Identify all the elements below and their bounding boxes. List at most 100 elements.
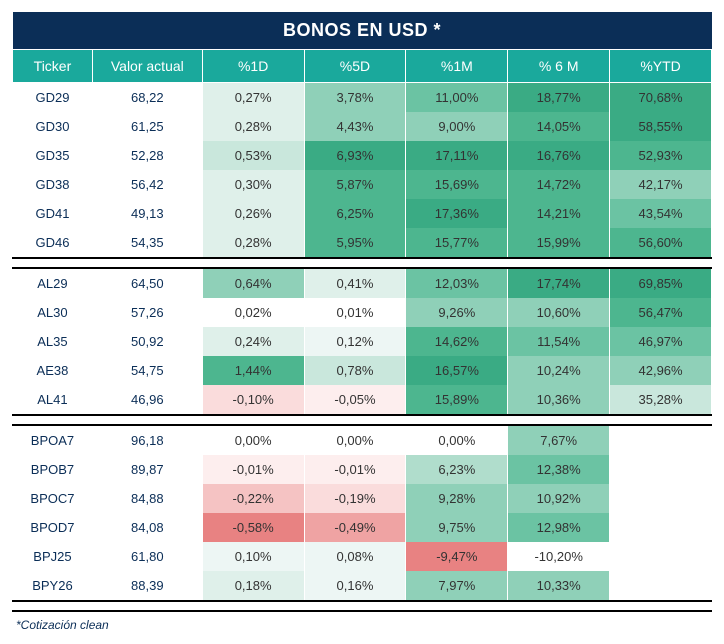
col-header-2: %1D (202, 50, 304, 83)
pct-cell: 10,36% (508, 385, 610, 415)
pct-cell: 10,92% (508, 484, 610, 513)
pct-cell: 0,01% (304, 298, 406, 327)
pct-cell: 0,18% (202, 571, 304, 601)
ticker-cell: AL41 (13, 385, 93, 415)
pct-cell: -0,05% (304, 385, 406, 415)
col-header-3: %5D (304, 50, 406, 83)
pct-cell: 9,00% (406, 112, 508, 141)
pct-cell: -0,49% (304, 513, 406, 542)
pct-cell: 3,78% (304, 83, 406, 113)
pct-cell: 0,08% (304, 542, 406, 571)
ticker-cell: AL30 (13, 298, 93, 327)
ticker-cell: AL35 (13, 327, 93, 356)
value-cell: 52,28 (92, 141, 202, 170)
ticker-cell: BPOC7 (13, 484, 93, 513)
value-cell: 46,96 (92, 385, 202, 415)
ticker-cell: AE38 (13, 356, 93, 385)
ticker-cell: BPJ25 (13, 542, 93, 571)
pct-cell: 0,00% (304, 425, 406, 455)
pct-cell: 0,12% (304, 327, 406, 356)
table-row: BPJ2561,800,10%0,08%-9,47%-10,20% (13, 542, 712, 571)
pct-cell: 9,28% (406, 484, 508, 513)
ticker-cell: GD38 (13, 170, 93, 199)
pct-cell: -9,47% (406, 542, 508, 571)
value-cell: 64,50 (92, 268, 202, 298)
pct-cell: 12,03% (406, 268, 508, 298)
pct-cell: 0,30% (202, 170, 304, 199)
pct-cell (610, 425, 712, 455)
pct-cell: 0,02% (202, 298, 304, 327)
value-cell: 56,42 (92, 170, 202, 199)
pct-cell: 0,00% (202, 425, 304, 455)
pct-cell: 15,77% (406, 228, 508, 258)
pct-cell: 14,72% (508, 170, 610, 199)
pct-cell (610, 484, 712, 513)
value-cell: 89,87 (92, 455, 202, 484)
table-row: BPOA796,180,00%0,00%0,00%7,67% (13, 425, 712, 455)
pct-cell (610, 455, 712, 484)
table-row: GD4654,350,28%5,95%15,77%15,99%56,60% (13, 228, 712, 258)
value-cell: 84,08 (92, 513, 202, 542)
ticker-cell: BPOB7 (13, 455, 93, 484)
table-row: AL3057,260,02%0,01%9,26%10,60%56,47% (13, 298, 712, 327)
value-cell: 54,35 (92, 228, 202, 258)
table-row: GD3061,250,28%4,43%9,00%14,05%58,55% (13, 112, 712, 141)
pct-cell: 10,33% (508, 571, 610, 601)
pct-cell: 35,28% (610, 385, 712, 415)
table-row: AL2964,500,64%0,41%12,03%17,74%69,85% (13, 268, 712, 298)
ticker-cell: GD29 (13, 83, 93, 113)
pct-cell: 5,95% (304, 228, 406, 258)
pct-cell: 14,62% (406, 327, 508, 356)
pct-cell: 0,16% (304, 571, 406, 601)
pct-cell: 0,53% (202, 141, 304, 170)
pct-cell: 17,11% (406, 141, 508, 170)
pct-cell: 5,87% (304, 170, 406, 199)
col-header-5: % 6 M (508, 50, 610, 83)
pct-cell: 10,60% (508, 298, 610, 327)
pct-cell: 42,17% (610, 170, 712, 199)
group-separator (13, 601, 712, 611)
table-body: GD2968,220,27%3,78%11,00%18,77%70,68%GD3… (13, 83, 712, 612)
ticker-cell: GD30 (13, 112, 93, 141)
value-cell: 96,18 (92, 425, 202, 455)
ticker-cell: BPOA7 (13, 425, 93, 455)
table-row: GD3552,280,53%6,93%17,11%16,76%52,93% (13, 141, 712, 170)
header-row: TickerValor actual%1D%5D%1M% 6 M%YTD (13, 50, 712, 83)
ticker-cell: GD41 (13, 199, 93, 228)
value-cell: 54,75 (92, 356, 202, 385)
table-row: GD2968,220,27%3,78%11,00%18,77%70,68% (13, 83, 712, 113)
pct-cell: 11,00% (406, 83, 508, 113)
pct-cell: 15,89% (406, 385, 508, 415)
pct-cell: 4,43% (304, 112, 406, 141)
table-row: BPOC784,88-0,22%-0,19%9,28%10,92% (13, 484, 712, 513)
pct-cell: 14,21% (508, 199, 610, 228)
pct-cell: 9,75% (406, 513, 508, 542)
pct-cell (610, 542, 712, 571)
pct-cell: 11,54% (508, 327, 610, 356)
footnote: *Cotización clean (12, 612, 712, 632)
pct-cell: -0,10% (202, 385, 304, 415)
value-cell: 61,25 (92, 112, 202, 141)
pct-cell: 6,23% (406, 455, 508, 484)
pct-cell: -0,01% (304, 455, 406, 484)
value-cell: 57,26 (92, 298, 202, 327)
col-header-6: %YTD (610, 50, 712, 83)
value-cell: 61,80 (92, 542, 202, 571)
pct-cell: 0,10% (202, 542, 304, 571)
col-header-1: Valor actual (92, 50, 202, 83)
table-row: BPY2688,390,18%0,16%7,97%10,33% (13, 571, 712, 601)
pct-cell (610, 513, 712, 542)
pct-cell: 6,93% (304, 141, 406, 170)
pct-cell: 0,28% (202, 228, 304, 258)
pct-cell: 15,69% (406, 170, 508, 199)
pct-cell: -0,01% (202, 455, 304, 484)
pct-cell: -0,58% (202, 513, 304, 542)
value-cell: 49,13 (92, 199, 202, 228)
value-cell: 68,22 (92, 83, 202, 113)
table-row: AE3854,751,44%0,78%16,57%10,24%42,96% (13, 356, 712, 385)
pct-cell: 14,05% (508, 112, 610, 141)
bonds-table: BONOS EN USD * TickerValor actual%1D%5D%… (12, 12, 712, 612)
ticker-cell: GD46 (13, 228, 93, 258)
pct-cell: 56,47% (610, 298, 712, 327)
table-row: GD4149,130,26%6,25%17,36%14,21%43,54% (13, 199, 712, 228)
